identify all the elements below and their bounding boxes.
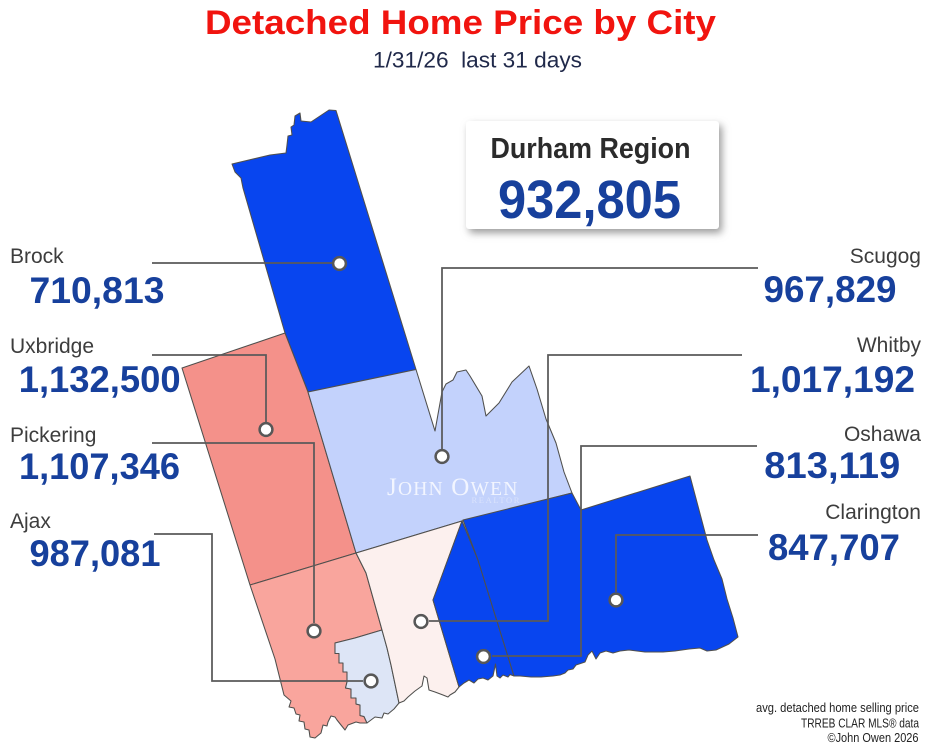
svg-text:Detached Home Price by City: Detached Home Price by City: [205, 4, 716, 42]
svg-text:avg. detached home selling pri: avg. detached home selling price: [756, 701, 919, 715]
svg-text:JOHN OWEN: JOHN OWEN: [387, 474, 519, 501]
svg-text:Clarington: Clarington: [825, 501, 921, 524]
svg-text:Oshawa: Oshawa: [844, 423, 921, 446]
svg-text:987,081: 987,081: [30, 533, 161, 574]
svg-text:813,119: 813,119: [764, 445, 900, 486]
svg-text:Whitby: Whitby: [857, 334, 922, 357]
svg-text:1,107,346: 1,107,346: [19, 446, 180, 487]
svg-text:1,132,500: 1,132,500: [19, 359, 181, 400]
svg-text:Pickering: Pickering: [10, 424, 96, 447]
svg-text:Ajax: Ajax: [10, 510, 51, 533]
svg-text:TRREB CLAR MLS® data: TRREB CLAR MLS® data: [801, 717, 919, 731]
svg-text:967,829: 967,829: [764, 269, 897, 310]
svg-text:Brock: Brock: [10, 245, 64, 268]
svg-text:Scugog: Scugog: [850, 245, 921, 268]
svg-text:932,805: 932,805: [498, 170, 681, 230]
svg-text:710,813: 710,813: [30, 270, 165, 311]
svg-text:1/31/26 last 31 days: 1/31/26 last 31 days: [373, 48, 582, 73]
svg-text:©John Owen 2026: ©John Owen 2026: [828, 731, 919, 745]
svg-text:Durham Region: Durham Region: [491, 133, 691, 165]
svg-text:REALTOR: REALTOR: [472, 495, 521, 505]
svg-text:847,707: 847,707: [768, 527, 900, 568]
svg-text:Uxbridge: Uxbridge: [10, 335, 94, 358]
svg-text:1,017,192: 1,017,192: [750, 359, 915, 400]
